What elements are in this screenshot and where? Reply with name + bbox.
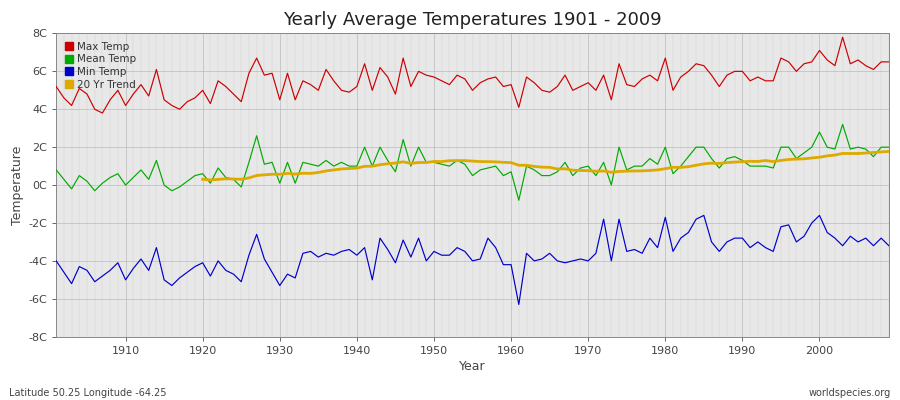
Text: Latitude 50.25 Longitude -64.25: Latitude 50.25 Longitude -64.25 — [9, 388, 166, 398]
Text: worldspecies.org: worldspecies.org — [809, 388, 891, 398]
X-axis label: Year: Year — [459, 360, 486, 373]
Legend: Max Temp, Mean Temp, Min Temp, 20 Yr Trend: Max Temp, Mean Temp, Min Temp, 20 Yr Tre… — [61, 39, 140, 93]
Y-axis label: Temperature: Temperature — [11, 145, 24, 225]
Title: Yearly Average Temperatures 1901 - 2009: Yearly Average Temperatures 1901 - 2009 — [284, 11, 662, 29]
